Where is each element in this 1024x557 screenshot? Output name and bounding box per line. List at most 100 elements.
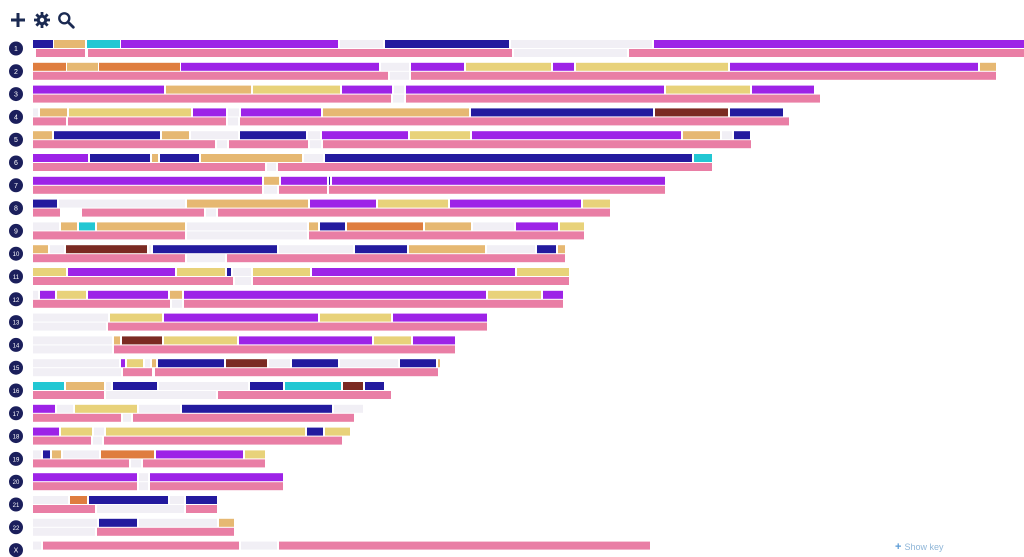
segment-tan[interactable]	[152, 154, 158, 162]
segment-tan[interactable]	[409, 245, 485, 254]
chromosome-row-19[interactable]: 19	[9, 450, 265, 468]
segment-khaki[interactable]	[517, 268, 569, 276]
segment-purple[interactable]	[281, 176, 327, 185]
segment-purple[interactable]	[239, 336, 372, 345]
segment-gap[interactable]	[106, 382, 111, 390]
segment-purple[interactable]	[33, 404, 55, 413]
segment-tan[interactable]	[67, 62, 98, 71]
add-button[interactable]	[8, 10, 28, 30]
segment-navy[interactable]	[43, 450, 50, 459]
segment-navy[interactable]	[33, 40, 53, 48]
segment-purple[interactable]	[150, 473, 283, 482]
segment-pink[interactable]	[36, 49, 85, 57]
segment-gap[interactable]	[33, 541, 41, 550]
chromosome-row-22[interactable]: 22	[9, 518, 234, 536]
segment-purple[interactable]	[156, 450, 243, 459]
segment-pink[interactable]	[33, 208, 60, 217]
segment-gap[interactable]	[33, 345, 112, 354]
segment-tan[interactable]	[980, 62, 996, 71]
segment-gap[interactable]	[63, 450, 99, 459]
segment-gap[interactable]	[33, 518, 97, 527]
segment-khaki[interactable]	[583, 199, 610, 208]
segment-tan[interactable]	[40, 108, 67, 117]
segment-gap[interactable]	[340, 359, 398, 368]
show-key-link[interactable]: + Show key	[895, 541, 943, 552]
segment-gap[interactable]	[310, 140, 321, 149]
segment-khaki[interactable]	[576, 62, 728, 71]
segment-khaki[interactable]	[164, 336, 237, 345]
segment-khaki[interactable]	[57, 290, 86, 299]
segment-navy[interactable]	[385, 40, 509, 48]
segment-tan[interactable]	[683, 131, 720, 140]
segment-khaki[interactable]	[110, 313, 162, 322]
segment-khaki[interactable]	[245, 450, 265, 459]
chromosome-row-11[interactable]: 11	[9, 268, 569, 285]
segment-purple[interactable]	[193, 108, 226, 117]
segment-purple[interactable]	[553, 62, 574, 71]
chromosome-row-6[interactable]: 6	[9, 154, 712, 171]
segment-khaki[interactable]	[325, 427, 350, 436]
segment-gap[interactable]	[514, 49, 627, 57]
segment-gap[interactable]	[187, 254, 225, 263]
segment-navy[interactable]	[355, 245, 407, 254]
segment-pink[interactable]	[143, 459, 265, 468]
segment-gap[interactable]	[390, 71, 409, 80]
segment-gap[interactable]	[93, 436, 102, 445]
segment-gap[interactable]	[235, 277, 251, 285]
chromosome-row-8[interactable]: 8	[9, 199, 610, 217]
segment-navy[interactable]	[734, 131, 750, 140]
segment-purple[interactable]	[322, 131, 408, 140]
segment-pink[interactable]	[33, 505, 95, 513]
segment-navy[interactable]	[365, 382, 384, 390]
segment-gap[interactable]	[123, 413, 131, 422]
chromosome-row-13[interactable]: 13	[9, 313, 487, 331]
segment-pink[interactable]	[278, 163, 712, 171]
segment-tan[interactable]	[33, 245, 48, 254]
chromosome-row-21[interactable]: 21	[9, 496, 217, 513]
segment-pink[interactable]	[43, 541, 239, 550]
segment-tan[interactable]	[61, 222, 77, 231]
segment-navy[interactable]	[537, 245, 556, 254]
segment-maroon[interactable]	[655, 108, 728, 117]
segment-tan[interactable]	[97, 222, 185, 231]
segment-pink[interactable]	[133, 413, 354, 422]
segment-gap[interactable]	[33, 222, 59, 231]
segment-purple[interactable]	[752, 85, 814, 94]
segment-gap[interactable]	[33, 450, 41, 459]
segment-pink[interactable]	[108, 322, 487, 331]
segment-purple[interactable]	[543, 290, 563, 299]
segment-gap[interactable]	[170, 496, 184, 504]
segment-gap[interactable]	[57, 404, 73, 413]
segment-pink[interactable]	[218, 391, 391, 399]
segment-tan[interactable]	[152, 359, 156, 368]
chromosome-row-16[interactable]: 16	[9, 382, 391, 399]
segment-navy[interactable]	[400, 359, 436, 368]
segment-pink[interactable]	[411, 71, 996, 80]
segment-khaki[interactable]	[466, 62, 551, 71]
segment-gap[interactable]	[106, 391, 216, 399]
segment-tan[interactable]	[264, 176, 279, 185]
segment-navy[interactable]	[33, 199, 57, 208]
segment-khaki[interactable]	[320, 313, 391, 322]
segment-pink[interactable]	[629, 49, 1024, 57]
segment-tan[interactable]	[219, 518, 234, 527]
segment-tan[interactable]	[52, 450, 61, 459]
chromosome-row-X[interactable]: X	[9, 541, 650, 557]
segment-maroon[interactable]	[226, 359, 267, 368]
segment-gap[interactable]	[187, 231, 307, 240]
segment-purple[interactable]	[342, 85, 392, 94]
segment-gap[interactable]	[33, 322, 106, 331]
segment-khaki[interactable]	[378, 199, 448, 208]
segment-gap[interactable]	[334, 404, 363, 413]
segment-purple[interactable]	[33, 176, 262, 185]
segment-gap[interactable]	[131, 459, 141, 468]
segment-tan[interactable]	[309, 222, 318, 231]
segment-gap[interactable]	[487, 245, 535, 254]
segment-cyan[interactable]	[33, 382, 64, 390]
segment-cyan[interactable]	[87, 40, 120, 48]
chromosome-row-14[interactable]: 14	[9, 336, 455, 354]
segment-gap[interactable]	[50, 245, 64, 254]
segment-khaki[interactable]	[253, 268, 310, 276]
segment-navy[interactable]	[250, 382, 283, 390]
segment-orange[interactable]	[99, 62, 180, 71]
